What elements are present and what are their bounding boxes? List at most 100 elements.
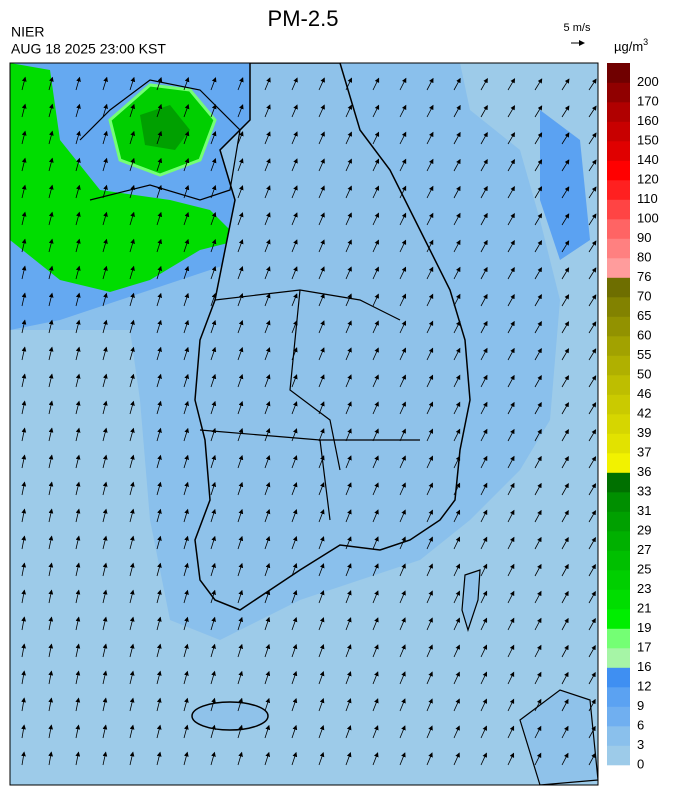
wind-arrow [318, 185, 325, 199]
wind-arrow [399, 752, 406, 766]
wind-arrow [210, 319, 217, 334]
wind-arrow [345, 725, 352, 739]
wind-arrow [480, 293, 488, 307]
wind-arrow [345, 158, 352, 172]
wind-arrow [399, 320, 407, 334]
wind-arrow [291, 482, 298, 496]
wind-arrow [237, 320, 244, 334]
wind-arrow [183, 751, 189, 766]
wind-arrow [21, 103, 27, 118]
wind-arrow [372, 428, 379, 442]
wind-arrow [318, 644, 325, 658]
wind-arrow [129, 103, 136, 118]
wind-arrow [318, 482, 325, 496]
wind-arrow [561, 375, 569, 388]
wind-arrow [399, 374, 406, 388]
wind-arrow [291, 212, 298, 226]
wind-arrow [345, 455, 352, 469]
colorbar-cell [607, 667, 630, 688]
wind-arrow [264, 185, 271, 199]
wind-arrow [102, 589, 108, 604]
wind-arrow [507, 428, 515, 442]
wind-arrow [453, 239, 461, 253]
wind-arrow [129, 400, 135, 415]
unit-base: µg/m [614, 39, 643, 54]
wind-arrow [453, 374, 461, 388]
wind-arrow [102, 670, 108, 685]
wind-arrow [102, 346, 108, 361]
colorbar-cell [607, 219, 630, 239]
wind-arrow [48, 184, 54, 199]
wind-arrow [291, 239, 298, 253]
wind-arrow [156, 616, 162, 631]
unit-sup: 3 [643, 37, 648, 47]
wind-arrow [210, 427, 217, 442]
wind-arrow [183, 211, 190, 226]
wind-arrow [48, 157, 54, 172]
wind-arrow [48, 103, 54, 118]
wind-arrow [561, 590, 569, 604]
colorbar-tick-label: 16 [637, 659, 651, 674]
wind-arrow [264, 428, 271, 442]
wind-arrow [291, 158, 298, 172]
wind-arrow [129, 670, 135, 685]
wind-arrow [129, 184, 135, 199]
wind-arrow [264, 724, 271, 739]
wind-arrow [345, 671, 352, 685]
wind-arrow [264, 589, 271, 604]
wind-arrow [156, 481, 162, 496]
wind-arrow [345, 374, 352, 388]
wind-arrow [21, 400, 27, 415]
colorbar-tick-label: 39 [637, 425, 651, 440]
colorbar-cell [607, 258, 630, 278]
tsushima-island [461, 569, 481, 632]
wind-arrow [426, 428, 434, 442]
wind-arrow [426, 374, 434, 388]
wind-arrow [561, 132, 570, 145]
wind-arrow [264, 212, 271, 226]
wind-arrow [480, 509, 488, 523]
wind-arrow [426, 185, 434, 199]
wind-arrow [480, 158, 488, 172]
wind-arrow [534, 213, 543, 226]
wind-arrow [426, 239, 434, 253]
colorbar-cell [607, 414, 630, 434]
wind-arrow [156, 130, 163, 145]
wind-arrow [534, 105, 543, 118]
wind-arrow [75, 103, 81, 118]
wind-arrow [372, 185, 380, 199]
colorbar-tick-label: 150 [637, 132, 659, 147]
wind-arrow [453, 725, 460, 739]
wind-arrow [345, 536, 352, 550]
wind-arrow [102, 562, 108, 577]
map [10, 63, 598, 785]
colorbar-tick-label: 65 [637, 308, 651, 323]
wind-arrow [480, 105, 488, 118]
wind-arrow [210, 77, 217, 91]
wind-arrow [426, 563, 433, 577]
wind-arrow [237, 724, 243, 739]
wind-arrow [48, 76, 54, 91]
wind-arrow [75, 346, 81, 361]
wind-arrow [399, 347, 406, 361]
wind-arrow [561, 482, 569, 496]
wind-arrow [534, 725, 542, 739]
colorbar-tick-label: 27 [637, 542, 651, 557]
colorbar-tick-label: 140 [637, 152, 659, 167]
wind-arrow [588, 456, 597, 469]
wind-arrow [507, 509, 515, 523]
wind-arrow [75, 211, 81, 226]
wind-arrow [183, 265, 190, 280]
wind-arrow [48, 427, 54, 442]
wind-arrow [318, 131, 325, 145]
wind-arrow [372, 725, 379, 739]
colorbar-cell [607, 121, 630, 142]
wind-arrow [75, 427, 81, 442]
wind-arrow [453, 617, 460, 631]
wind-arrow [48, 724, 54, 739]
wind-arrow [21, 670, 26, 685]
wind-arrow [210, 724, 216, 739]
wind-arrow [210, 104, 217, 118]
wind-arrow [534, 267, 542, 280]
colorbar-tick-label: 21 [637, 600, 651, 615]
